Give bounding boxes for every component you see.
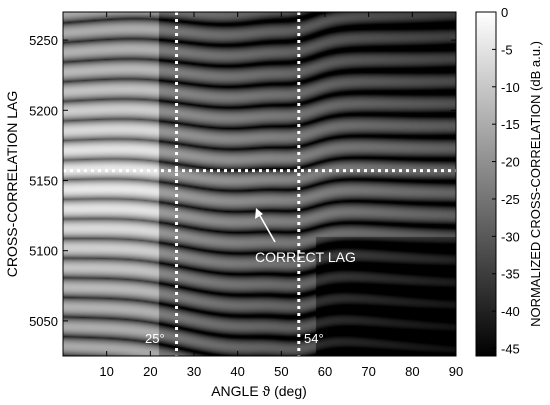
colorbar [475,11,497,357]
heatmap-image [63,12,456,356]
line-label-25deg: 25° [145,331,165,346]
colorbar-tick-label: 0 [501,5,508,20]
x-axis-label: ANGLE ϑ (deg) [211,383,307,399]
x-tick-label: 10 [99,364,113,379]
line-label-54deg: 54° [304,331,324,346]
annotation-arrow-shaft [258,213,276,243]
colorbar-label: NORMALIZED CROSS-CORRELATION (dB a.u.) [528,41,543,327]
y-tick-label: 5200 [29,103,58,118]
x-tick-label: 50 [274,364,288,379]
x-axis-ticks: 10 20 30 40 50 60 70 80 90 [99,12,463,379]
annotation-correct-lag: CORRECT LAG [255,249,356,265]
overlay-lines [63,12,456,356]
colorbar-tick-label: -20 [501,155,520,170]
annotation-arrow-head [255,208,263,219]
colorbar-tick-label: -30 [501,229,520,244]
colorbar-tick-label: -10 [501,80,520,95]
y-tick-label: 5050 [29,314,58,329]
colorbar-tick-label: -35 [501,267,520,282]
y-tick-label: 5150 [29,173,58,188]
y-axis-label: CROSS-CORRELATION LAG [4,91,20,277]
x-tick-label: 40 [230,364,244,379]
x-tick-label: 90 [449,364,463,379]
x-tick-label: 20 [143,364,157,379]
colorbar-tick-label: -40 [501,304,520,319]
y-tick-label: 5250 [29,33,58,48]
x-tick-label: 30 [187,364,201,379]
colorbar-tick-label: -25 [501,192,520,207]
colorbar-tick-label: -45 [501,342,520,357]
colorbar-ticks: 0 -5 -10 -15 -20 -25 -30 -35 -40 -45 [492,5,520,357]
y-axis-ticks: 5050 5100 5150 5200 5250 [29,33,456,329]
x-tick-label: 60 [318,364,332,379]
x-tick-label: 70 [361,364,375,379]
x-tick-label: 80 [405,364,419,379]
colorbar-tick-label: -15 [501,117,520,132]
plot-frame [62,11,457,357]
y-tick-label: 5100 [29,244,58,259]
colorbar-tick-label: -5 [501,42,513,57]
